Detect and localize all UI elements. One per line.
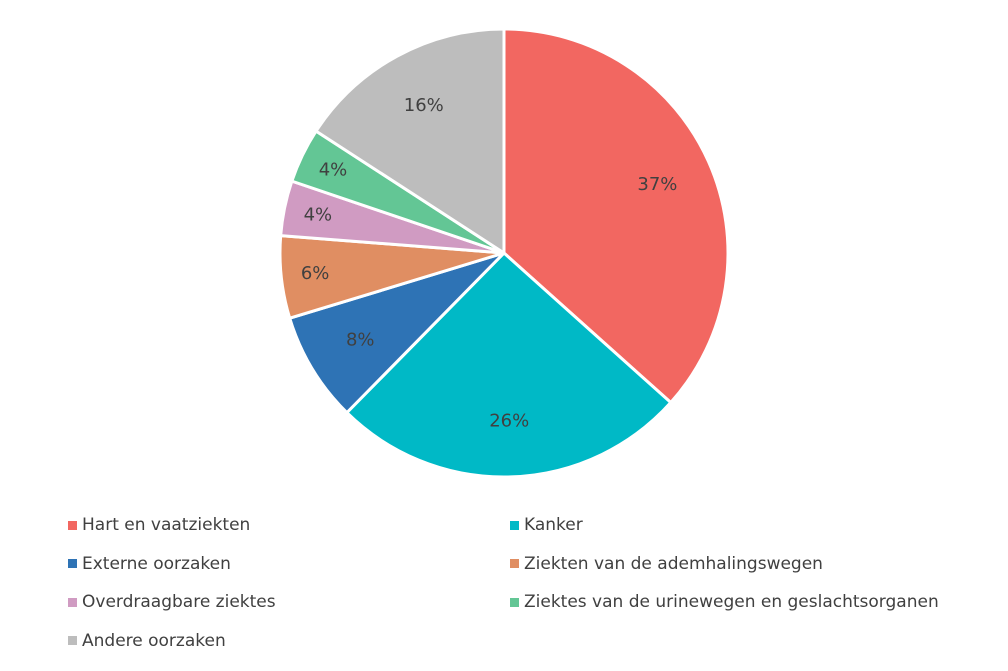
legend-item-kanker: Kanker (510, 512, 583, 538)
pie-chart-svg: 37% 26% 8% 6% 4% 4% 16% (278, 27, 730, 479)
pie-slice-externe-oorzaken (288, 251, 506, 415)
data-label-andere-oorzaken: 16% (404, 95, 444, 116)
legend-item-overdraagbare-ziektes: Overdraagbare ziektes (68, 589, 276, 615)
legend-label: Overdraagbare ziektes (82, 592, 276, 612)
data-label-externe-oorzaken: 8% (346, 329, 375, 350)
pie-slice-andere-oorzaken (314, 27, 506, 255)
legend-label: Ziekten van de ademhalingswegen (524, 553, 823, 574)
data-label-overdraagbare-ziektes: 4% (304, 204, 333, 225)
legend-swatch (510, 520, 519, 530)
legend-label: Andere oorzaken (82, 630, 226, 651)
pie-slice-kanker (345, 251, 673, 479)
pie-slice-hart-en-vaatziekten (502, 27, 730, 405)
legend-label: Externe oorzaken (82, 553, 231, 574)
data-label-ziekten-van-de-ademhalingswegen: 6% (301, 263, 330, 284)
legend-swatch (510, 559, 519, 568)
legend-swatch (68, 597, 77, 607)
legend-item-ziekten-van-de-ademhalingswegen: Ziekten van de ademhalingswegen (510, 551, 823, 577)
data-label-hart-en-vaatziekten: 37% (637, 174, 677, 195)
legend-item-externe-oorzaken: Externe oorzaken (68, 551, 231, 577)
legend-swatch (510, 597, 519, 607)
legend-item-hart-en-vaatziekten: Hart en vaatziekten (68, 512, 250, 538)
data-label-ziektes-van-de-urinewegen-en-geslachtsorganen: 4% (319, 160, 348, 181)
legend-swatch (68, 636, 77, 645)
legend-label: Hart en vaatziekten (82, 515, 251, 535)
legend-label: Ziektes van de urinewegen en geslachtsor… (524, 592, 939, 612)
legend-swatch (68, 559, 77, 568)
legend-label: Kanker (524, 515, 583, 535)
data-label-kanker: 26% (489, 410, 529, 431)
legend-swatch (68, 520, 77, 530)
legend-item-andere-oorzaken: Andere oorzaken (68, 628, 226, 654)
legend-item-ziektes-van-de-urinewegen-en-geslachtsorganen: Ziektes van de urinewegen en geslachtsor… (510, 589, 939, 615)
